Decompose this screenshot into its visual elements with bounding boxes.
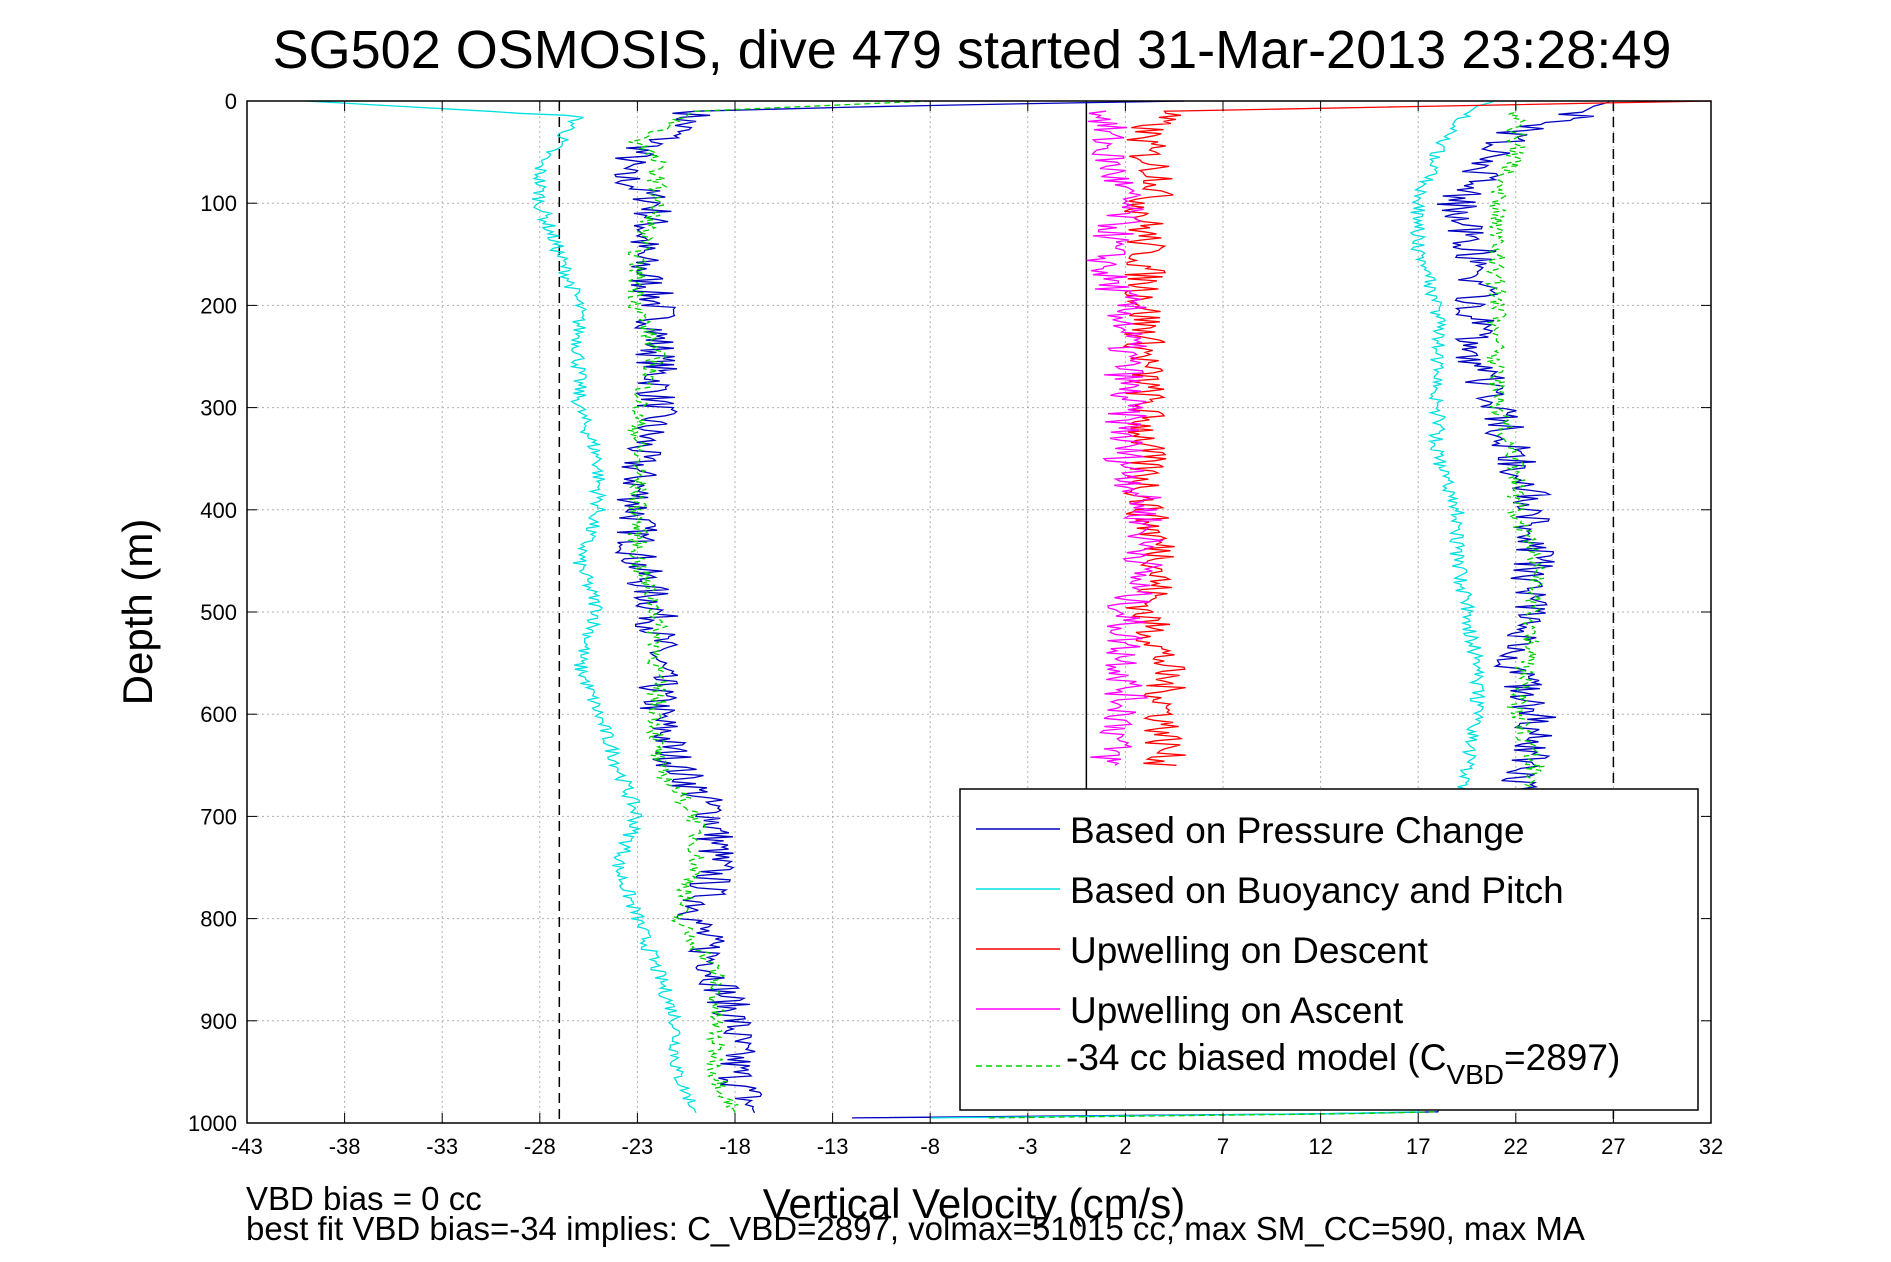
y-axis-label: Depth (m) (114, 519, 161, 706)
series-line-upwelling_descent-points (1122, 100, 1712, 766)
x-tick-label: 12 (1308, 1134, 1332, 1159)
x-tick-label: 17 (1406, 1134, 1430, 1159)
x-tick-label: -18 (719, 1134, 751, 1159)
y-tick-label: 700 (200, 804, 237, 829)
series-line-model-descent (626, 100, 931, 1114)
y-tick-label: 400 (200, 498, 237, 523)
y-tick-label: 300 (200, 396, 237, 421)
x-tick-label: 27 (1601, 1134, 1625, 1159)
series-line-pressure-descent (613, 100, 1185, 1114)
series-line-upwelling_ascent-points (1086, 110, 1164, 766)
legend-model-prefix: -34 cc biased model (C (1066, 1037, 1446, 1078)
y-tick-label: 600 (200, 702, 237, 727)
legend-label-model: -34 cc biased model (CVBD=2897) (1066, 1037, 1620, 1090)
x-tick-label: -13 (817, 1134, 849, 1159)
x-tick-label: -23 (622, 1134, 654, 1159)
legend-label-pressure: Based on Pressure Change (1070, 810, 1525, 851)
x-tick-label: 2 (1119, 1134, 1131, 1159)
y-tick-label: 900 (200, 1009, 237, 1034)
legend-model-suffix: =2897) (1504, 1037, 1620, 1078)
note-line-2: best fit VBD bias=-34 implies: C_VBD=289… (246, 1210, 1585, 1247)
x-tick-label: 7 (1217, 1134, 1229, 1159)
legend-label-buoyancy: Based on Buoyancy and Pitch (1070, 870, 1564, 911)
legend-label-upwelling-descent: Upwelling on Descent (1070, 930, 1429, 971)
x-tick-label: 32 (1699, 1134, 1723, 1159)
x-tick-label: -3 (1018, 1134, 1038, 1159)
tick-labels: -43 -38 -33 -28 -23 -18 -13 -8 -3 2 7 12 17 22 27 32010… (188, 89, 1723, 1159)
y-tick-label: 500 (200, 600, 237, 625)
x-tick-label: -33 (426, 1134, 458, 1159)
x-tick-label: -8 (920, 1134, 940, 1159)
x-axis-label: Vertical Velocity (cm/s) (763, 1180, 1185, 1227)
x-tick-label: 22 (1504, 1134, 1528, 1159)
series-line-model-ascent (988, 102, 1546, 1119)
legend-box (959, 788, 1699, 1111)
y-tick-label: 800 (200, 907, 237, 932)
chart-title: SG502 OSMOSIS, dive 479 started 31-Mar-2… (273, 20, 1672, 80)
x-tick-label: -38 (329, 1134, 361, 1159)
y-tick-label: 200 (200, 293, 237, 318)
legend-model-sub: VBD (1446, 1059, 1504, 1090)
x-tick-label: -28 (524, 1134, 556, 1159)
y-tick-label: 100 (200, 191, 237, 216)
legend-label-upwelling-ascent: Upwelling on Ascent (1070, 990, 1404, 1031)
series-line-buoyancy-descent (305, 100, 697, 1114)
x-tick-label: -43 (231, 1134, 263, 1159)
y-tick-label: 1000 (188, 1111, 237, 1136)
note-line-1: VBD bias = 0 cc (246, 1180, 482, 1217)
y-tick-label: 0 (225, 89, 237, 114)
legend: Based on Pressure Change Based on Buoyan… (959, 788, 1699, 1111)
